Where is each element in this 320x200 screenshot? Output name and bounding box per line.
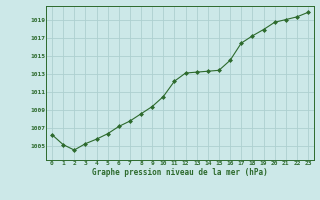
X-axis label: Graphe pression niveau de la mer (hPa): Graphe pression niveau de la mer (hPa) xyxy=(92,168,268,177)
